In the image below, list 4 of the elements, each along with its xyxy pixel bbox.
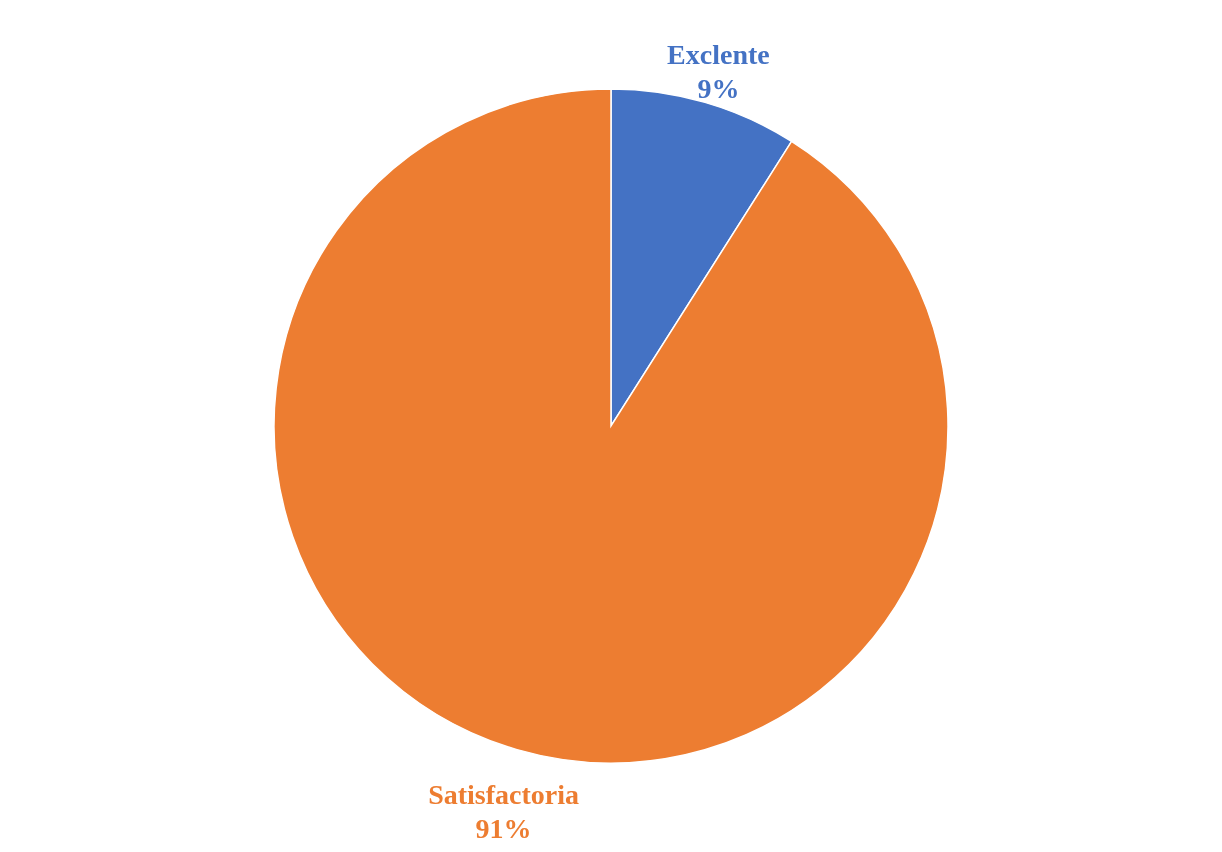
data-label: 91% xyxy=(475,812,532,844)
slice-label: Exclente xyxy=(667,39,770,71)
slice-label: Satisfactoria xyxy=(428,778,580,810)
data-label: 9% xyxy=(697,73,740,105)
